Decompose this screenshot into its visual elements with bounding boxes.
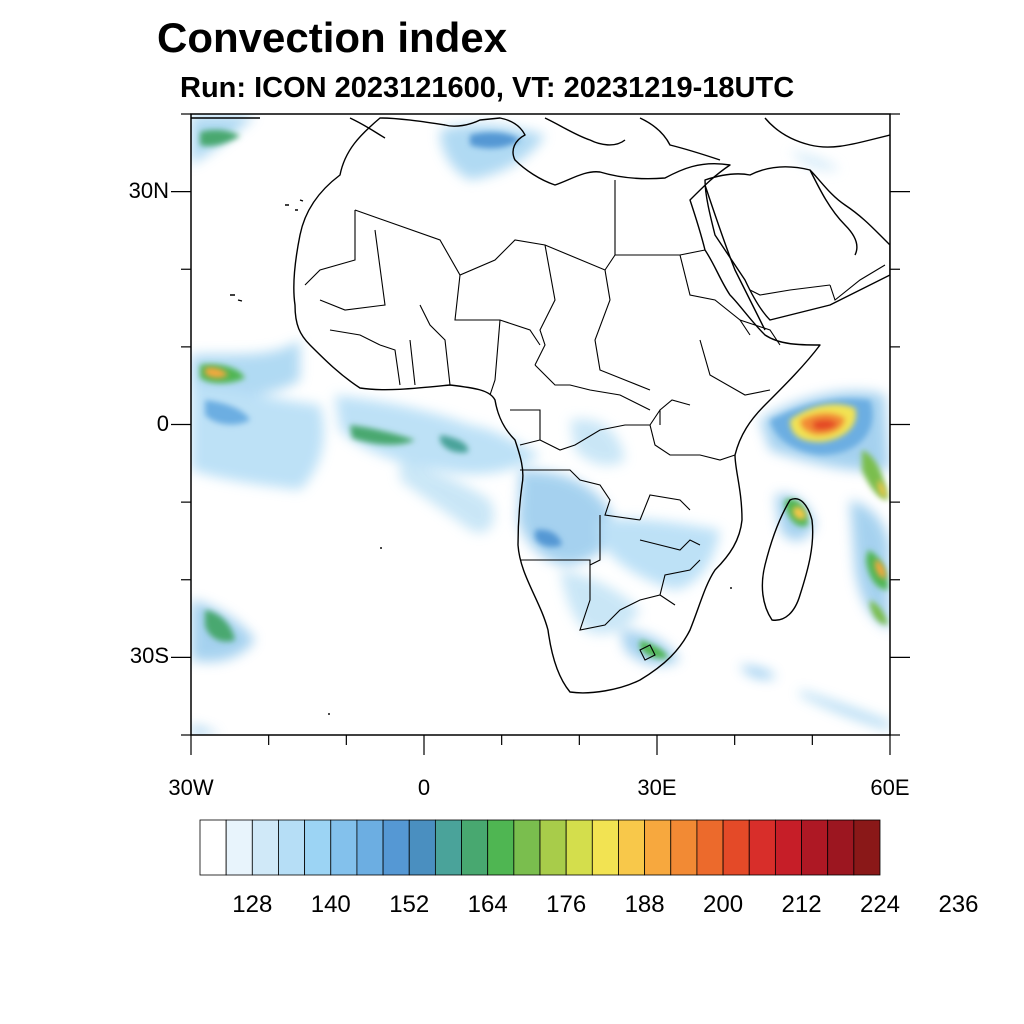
colorbar-tick-label: 152 xyxy=(389,891,429,918)
colorbar-box xyxy=(408,819,436,876)
country-borders xyxy=(304,180,886,661)
colorbar-box xyxy=(827,819,855,876)
colorbar-tick-label: 128 xyxy=(232,891,272,918)
lon-label: 0 xyxy=(417,775,431,800)
colorbar-boxes xyxy=(199,819,881,876)
convection-field xyxy=(191,115,890,735)
lon-label: 30E xyxy=(637,775,677,800)
chart-subtitle: Run: ICON 2023121600, VT: 20231219-18UTC xyxy=(180,72,795,104)
colorbar-box xyxy=(356,819,384,876)
coastlines xyxy=(191,117,890,715)
lat-label: 0 xyxy=(156,410,169,436)
colorbar-box xyxy=(801,819,829,876)
colorbar-box xyxy=(539,819,567,876)
colorbar-tick-label: 224 xyxy=(860,891,900,918)
colorbar-labels: 128 140 152 164 176 188 200 212 224 236 xyxy=(232,891,978,918)
colorbar-box xyxy=(251,819,279,876)
chart-title: Convection index xyxy=(157,14,508,61)
map-ticks xyxy=(171,113,910,755)
colorbar-box xyxy=(722,819,750,876)
colorbar-box xyxy=(199,819,227,876)
colorbar-box xyxy=(670,819,698,876)
lat-label: 30S xyxy=(129,643,169,669)
colorbar-box xyxy=(278,819,306,876)
colorbar-box xyxy=(748,819,776,876)
colorbar-box xyxy=(330,819,358,876)
colorbar-box xyxy=(434,819,462,876)
colorbar-box xyxy=(853,819,881,876)
colorbar-tick-label: 164 xyxy=(468,891,508,918)
colorbar-tick-label: 176 xyxy=(546,891,586,918)
colorbar-box xyxy=(618,819,646,876)
colorbar-tick-label: 200 xyxy=(703,891,743,918)
lat-label: 30N xyxy=(128,177,169,203)
colorbar-box xyxy=(461,819,489,876)
lon-label: 30W xyxy=(168,775,214,800)
colorbar-tick-label: 236 xyxy=(938,891,978,918)
colorbar-box xyxy=(591,819,619,876)
colorbar-box xyxy=(304,819,332,876)
colorbar-box xyxy=(565,819,593,876)
colorbar-box xyxy=(696,819,724,876)
lon-label: 60E xyxy=(870,775,910,800)
colorbar-box xyxy=(774,819,802,876)
colorbar-tick-label: 212 xyxy=(782,891,822,918)
colorbar-box xyxy=(487,819,515,876)
colorbar-box xyxy=(382,819,410,876)
colorbar-tick-label: 188 xyxy=(625,891,665,918)
colorbar-box xyxy=(644,819,672,876)
colorbar-box xyxy=(513,819,541,876)
colorbar-box xyxy=(225,819,253,876)
colorbar-tick-label: 140 xyxy=(311,891,351,918)
